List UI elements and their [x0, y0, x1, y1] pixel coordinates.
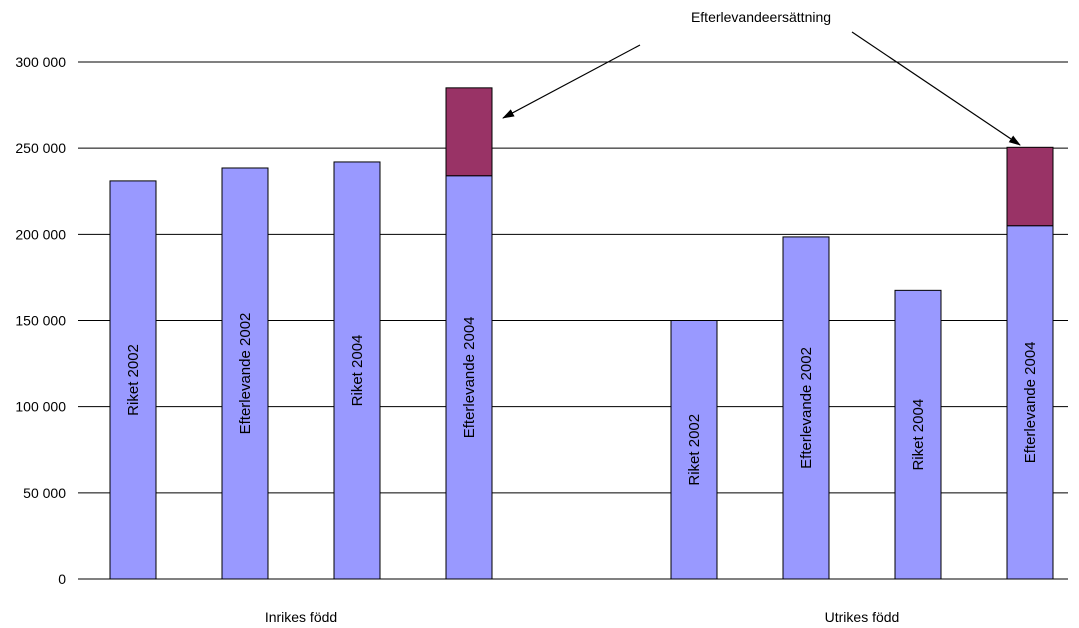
group-label: Inrikes född — [265, 609, 337, 625]
bar — [670, 320, 718, 580]
y-tick-label: 200 000 — [15, 226, 66, 242]
annotation-arrow-right — [851, 31, 1021, 146]
y-tick-label: 150 000 — [15, 313, 66, 329]
group-labels: Inrikes född Utrikes född — [265, 609, 900, 625]
y-axis-ticks: 0 50 000 100 000 150 000 200 000 250 000 300 0… — [15, 54, 66, 587]
bar-label: Riket 2004 — [910, 399, 927, 471]
annotation-arrow-left — [502, 44, 641, 119]
bar-label: Efterlevande 2002 — [798, 347, 815, 469]
y-tick-label: 300 000 — [15, 54, 66, 70]
bar-label: Riket 2002 — [686, 414, 703, 486]
bar — [1006, 225, 1054, 580]
bar-label: Riket 2004 — [349, 335, 366, 407]
bar-extra-segment — [445, 87, 493, 177]
bar-label: Efterlevande 2002 — [237, 313, 254, 435]
bar — [894, 289, 942, 580]
bar-label: Efterlevande 2004 — [1022, 341, 1039, 463]
y-tick-label: 250 000 — [15, 140, 66, 156]
y-tick-label: 50 000 — [23, 485, 66, 501]
bar — [782, 236, 830, 580]
annotation: Efterlevandeersättning — [502, 9, 1021, 146]
bar-labels: Riket 2002 Efterlevande 2002 Riket 2004 Eft… — [125, 313, 1039, 486]
group-label: Utrikes född — [825, 609, 900, 625]
bar — [221, 167, 269, 580]
y-tick-label: 0 — [58, 571, 66, 587]
bar-label: Riket 2002 — [125, 344, 142, 416]
bar-extra-segment — [1006, 146, 1054, 227]
bar — [109, 180, 157, 580]
y-tick-label: 100 000 — [15, 399, 66, 415]
bar — [445, 175, 493, 580]
bars — [109, 87, 1054, 580]
bar-label: Efterlevande 2004 — [461, 316, 478, 438]
annotation-label: Efterlevandeersättning — [691, 9, 831, 25]
bar — [333, 161, 381, 580]
